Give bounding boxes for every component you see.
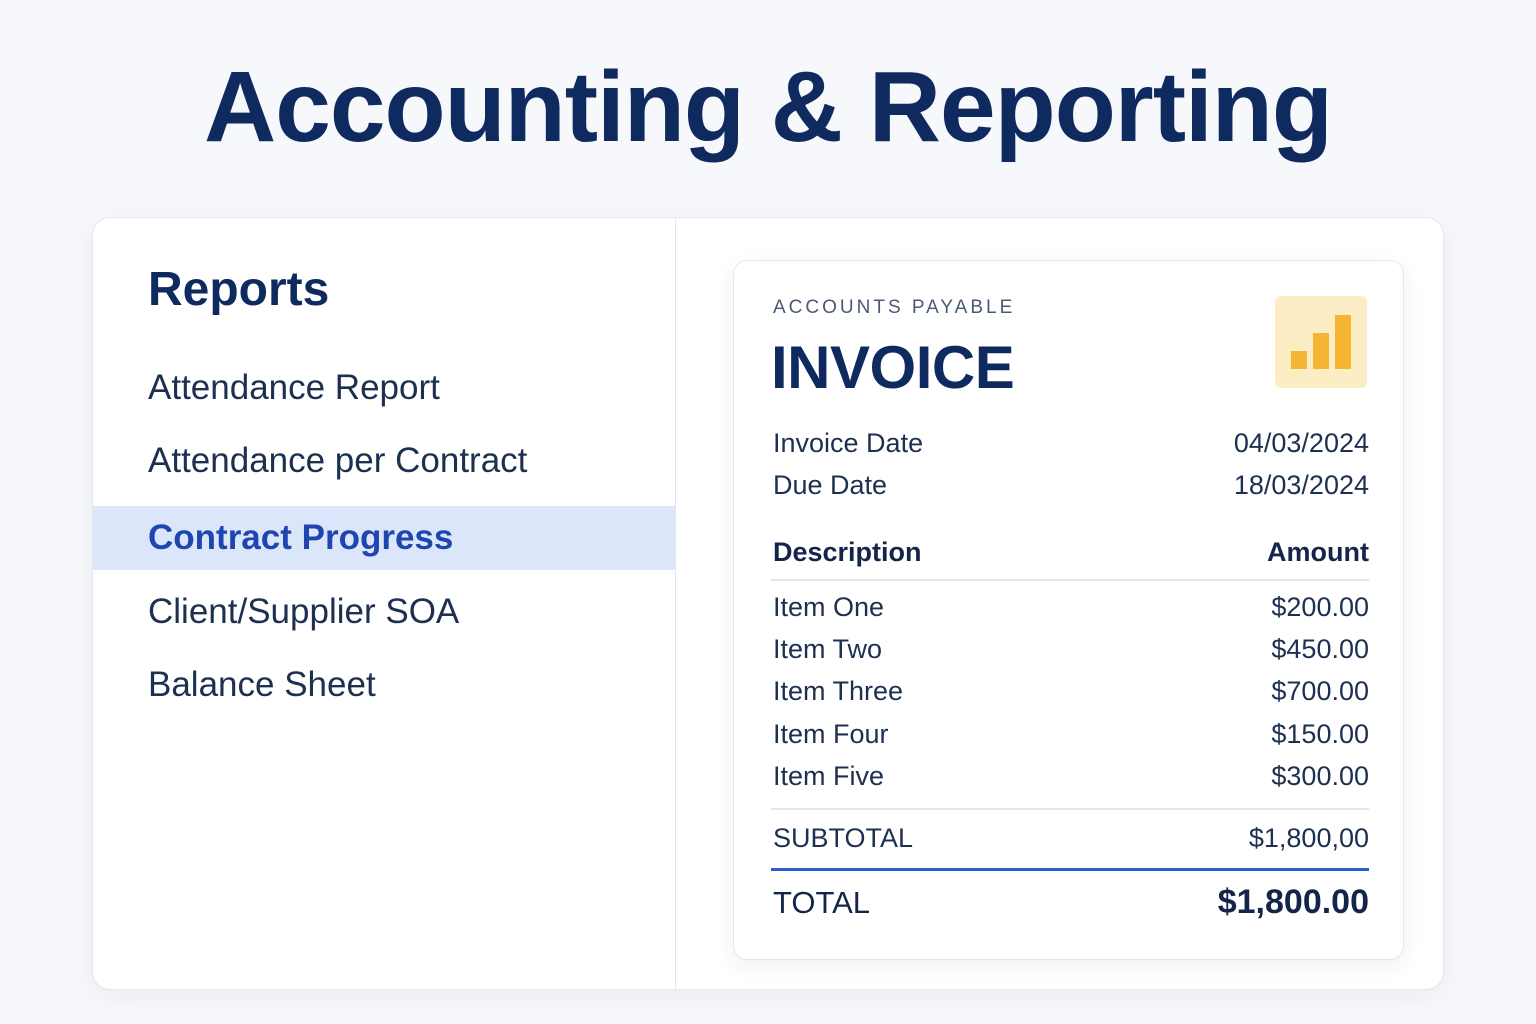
subtotal-row: SUBTOTAL $1,800,00 [773, 823, 1369, 854]
item-description: Item Five [773, 761, 885, 791]
due-date-value: 18/03/2024 [1233, 470, 1369, 500]
invoice-date-value: 04/03/2024 [1233, 428, 1369, 458]
reports-sidebar: Reports Attendance Report Attendance per… [93, 218, 676, 989]
total-label: TOTAL [773, 884, 871, 920]
column-header-description: Description [773, 537, 922, 567]
table-row: Item Two $450.00 [773, 634, 1369, 665]
table-header: Description Amount [773, 537, 1369, 568]
table-row: Item Four $150.00 [773, 719, 1369, 750]
invoice-date-row: Invoice Date 04/03/2024 [773, 428, 1369, 459]
total-row: TOTAL $1,800.00 [773, 883, 1369, 922]
table-row: Item Five $300.00 [773, 761, 1369, 792]
sidebar-item-client-supplier-soa[interactable]: Client/Supplier SOA [93, 580, 675, 644]
subtotal-label: SUBTOTAL [773, 823, 914, 853]
sidebar-item-label: Attendance per Contract [148, 441, 528, 480]
items-divider [771, 808, 1369, 810]
sidebar-item-label: Attendance Report [148, 368, 440, 407]
sidebar-item-attendance-report[interactable]: Attendance Report [93, 356, 675, 420]
bar-chart-icon [1275, 296, 1367, 388]
item-amount: $450.00 [1271, 634, 1369, 664]
invoice-title: INVOICE [771, 334, 1015, 401]
sidebar-item-attendance-per-contract[interactable]: Attendance per Contract [93, 429, 675, 493]
column-header-amount: Amount [1267, 537, 1369, 567]
item-amount: $700.00 [1271, 676, 1369, 706]
sidebar-item-contract-progress[interactable]: Contract Progress [93, 506, 675, 570]
table-row: Item One $200.00 [773, 592, 1369, 623]
item-description: Item Four [773, 719, 889, 749]
header-divider [771, 579, 1369, 581]
total-divider [771, 868, 1369, 871]
item-amount: $150.00 [1271, 719, 1369, 749]
item-description: Item Two [773, 634, 883, 664]
table-row: Item Three $700.00 [773, 676, 1369, 707]
invoice-card: ACCOUNTS PAYABLE INVOICE Invoice Date 04… [733, 260, 1404, 960]
due-date-row: Due Date 18/03/2024 [773, 470, 1369, 501]
item-amount: $300.00 [1271, 761, 1369, 791]
sidebar-item-balance-sheet[interactable]: Balance Sheet [93, 653, 675, 717]
sidebar-heading: Reports [148, 263, 330, 316]
item-description: Item Three [773, 676, 904, 706]
reports-panel: Reports Attendance Report Attendance per… [92, 217, 1444, 990]
item-description: Item One [773, 592, 885, 622]
item-amount: $200.00 [1271, 592, 1369, 622]
due-date-label: Due Date [773, 470, 888, 500]
total-value: $1,800.00 [1217, 883, 1369, 921]
sidebar-item-label: Client/Supplier SOA [148, 592, 460, 631]
subtotal-value: $1,800,00 [1248, 823, 1369, 853]
sidebar-item-label: Balance Sheet [148, 665, 376, 704]
page-title: Accounting & Reporting [204, 51, 1333, 163]
invoice-category: ACCOUNTS PAYABLE [773, 297, 1016, 318]
invoice-date-label: Invoice Date [773, 428, 924, 458]
sidebar-item-label: Contract Progress [148, 518, 454, 557]
